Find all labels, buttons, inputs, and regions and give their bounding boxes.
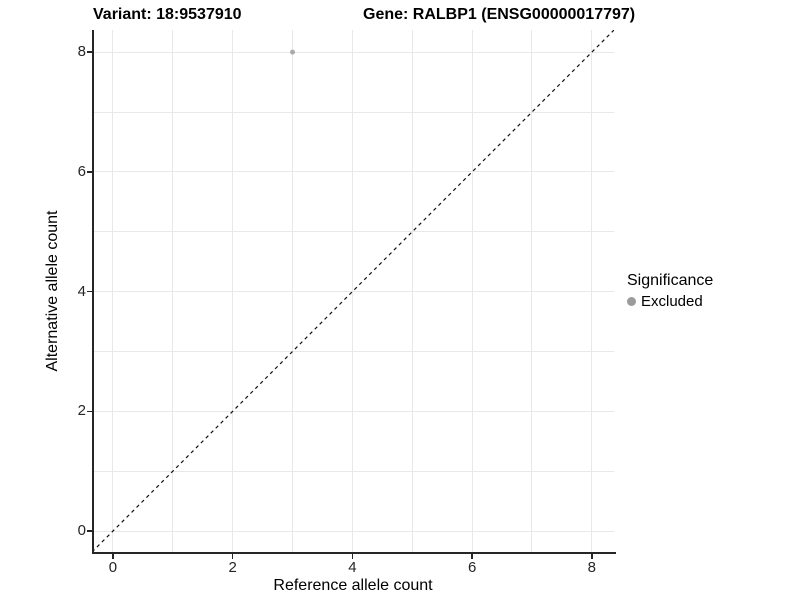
gridline-y-4 bbox=[92, 291, 614, 293]
plot-panel bbox=[92, 30, 614, 552]
x-tick-label-8: 8 bbox=[587, 559, 597, 576]
y-tick-label-6: 6 bbox=[77, 162, 86, 180]
x-axis-line bbox=[92, 552, 616, 554]
gridline-y-7 bbox=[92, 111, 614, 113]
y-tick-mark-0 bbox=[87, 530, 92, 532]
x-tick-mark-2 bbox=[231, 554, 234, 559]
gridline-y-3 bbox=[92, 350, 614, 352]
chart-canvas bbox=[92, 30, 614, 552]
excluded-point-icon bbox=[627, 297, 636, 306]
y-tick-mark-6 bbox=[87, 171, 92, 173]
identity-dashed-line bbox=[92, 30, 614, 552]
variant-title: Variant: 18:9537910 bbox=[93, 6, 242, 23]
y-tick-label-4: 4 bbox=[77, 282, 86, 300]
gridline-y-5 bbox=[92, 231, 614, 233]
x-tick-mark-6 bbox=[471, 554, 473, 559]
legend-item-label: Excluded bbox=[641, 293, 703, 310]
x-tick-label-2: 2 bbox=[228, 559, 237, 576]
gridline-y-6 bbox=[92, 171, 614, 173]
x-tick-label-4: 4 bbox=[348, 559, 357, 576]
y-tick-mark-4 bbox=[87, 290, 92, 293]
y-tick-mark-8 bbox=[87, 51, 92, 53]
data-point-3-8 bbox=[290, 49, 296, 55]
y-tick-mark-2 bbox=[87, 410, 92, 413]
x-tick-label-6: 6 bbox=[467, 559, 477, 576]
y-tick-label-0: 0 bbox=[77, 522, 86, 540]
gridline-x-1 bbox=[172, 30, 174, 552]
x-axis-title: Reference allele count bbox=[273, 577, 433, 594]
legend-title: Significance bbox=[627, 272, 714, 289]
gridline-x-6 bbox=[471, 30, 473, 552]
legend: Significance Excluded bbox=[627, 272, 713, 310]
x-tick-mark-4 bbox=[351, 554, 354, 559]
gene-title: Gene: RALBP1 (ENSG00000017797) bbox=[363, 6, 636, 23]
gridline-y-1 bbox=[92, 470, 614, 472]
gridline-y-8 bbox=[92, 51, 614, 53]
y-tick-label-2: 2 bbox=[77, 402, 86, 420]
y-axis-line bbox=[92, 30, 94, 554]
legend-item-excluded: Excluded bbox=[627, 293, 713, 310]
x-tick-label-0: 0 bbox=[108, 559, 118, 576]
x-tick-mark-8 bbox=[591, 554, 593, 559]
gridline-x-8 bbox=[591, 30, 593, 552]
gridline-x-7 bbox=[531, 30, 533, 552]
gridline-x-2 bbox=[232, 30, 234, 552]
gridline-x-4 bbox=[351, 30, 353, 552]
gridline-y-0 bbox=[92, 530, 614, 532]
y-tick-label-8: 8 bbox=[77, 43, 86, 61]
gridline-x-5 bbox=[411, 30, 413, 552]
gridline-y-2 bbox=[92, 410, 614, 412]
y-axis-title: Alternative allele count bbox=[44, 210, 61, 372]
gridline-x-3 bbox=[292, 30, 294, 552]
gridline-x-0 bbox=[112, 30, 114, 552]
x-tick-mark-0 bbox=[112, 554, 114, 559]
